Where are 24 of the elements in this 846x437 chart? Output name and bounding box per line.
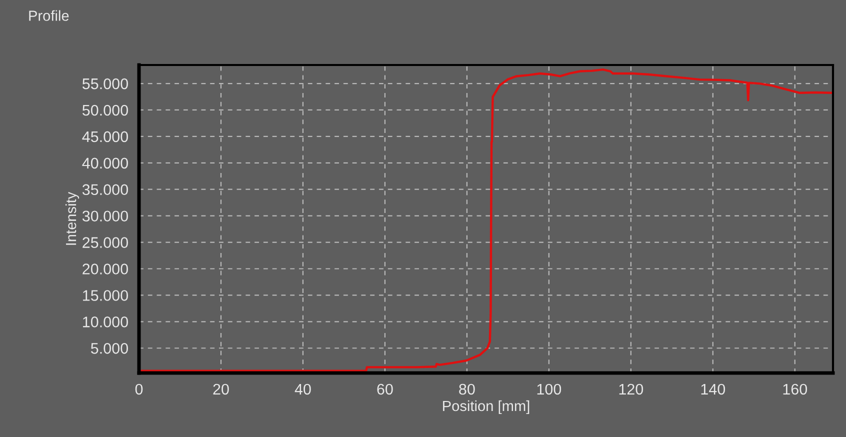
x-tick-label: 0 [135,384,143,395]
y-axis-title: Intensity [65,192,80,245]
line-series [139,68,833,372]
y-tick-label: 55.000 [82,78,128,90]
y-tick-label: 50.000 [82,104,128,116]
y-tick-label: 20.000 [82,264,128,274]
x-axis-title: Position [mm] [443,400,530,414]
x-tick-label: 160 [783,384,808,395]
y-tick-label: 40.000 [82,158,128,169]
y-tick-label: 35.000 [82,184,128,196]
chart-title: Profile [29,10,69,21]
x-tick-label: 120 [619,384,644,395]
y-tick-label: 45.000 [82,131,128,142]
y-tick-label: 25.000 [82,237,128,248]
x-tick-label: 140 [701,384,726,395]
x-tick-label: 80 [459,384,475,395]
x-tick-label: 100 [537,384,562,395]
y-tick-label: 5.000 [90,342,128,354]
x-tick-label: 20 [213,384,229,395]
x-tick-label: 40 [294,384,311,395]
y-tick-label: 10.000 [83,316,128,328]
x-tick-label: 60 [377,384,393,395]
y-tick-label: 15.000 [83,290,128,301]
y-tick-label: 30.000 [82,210,128,222]
